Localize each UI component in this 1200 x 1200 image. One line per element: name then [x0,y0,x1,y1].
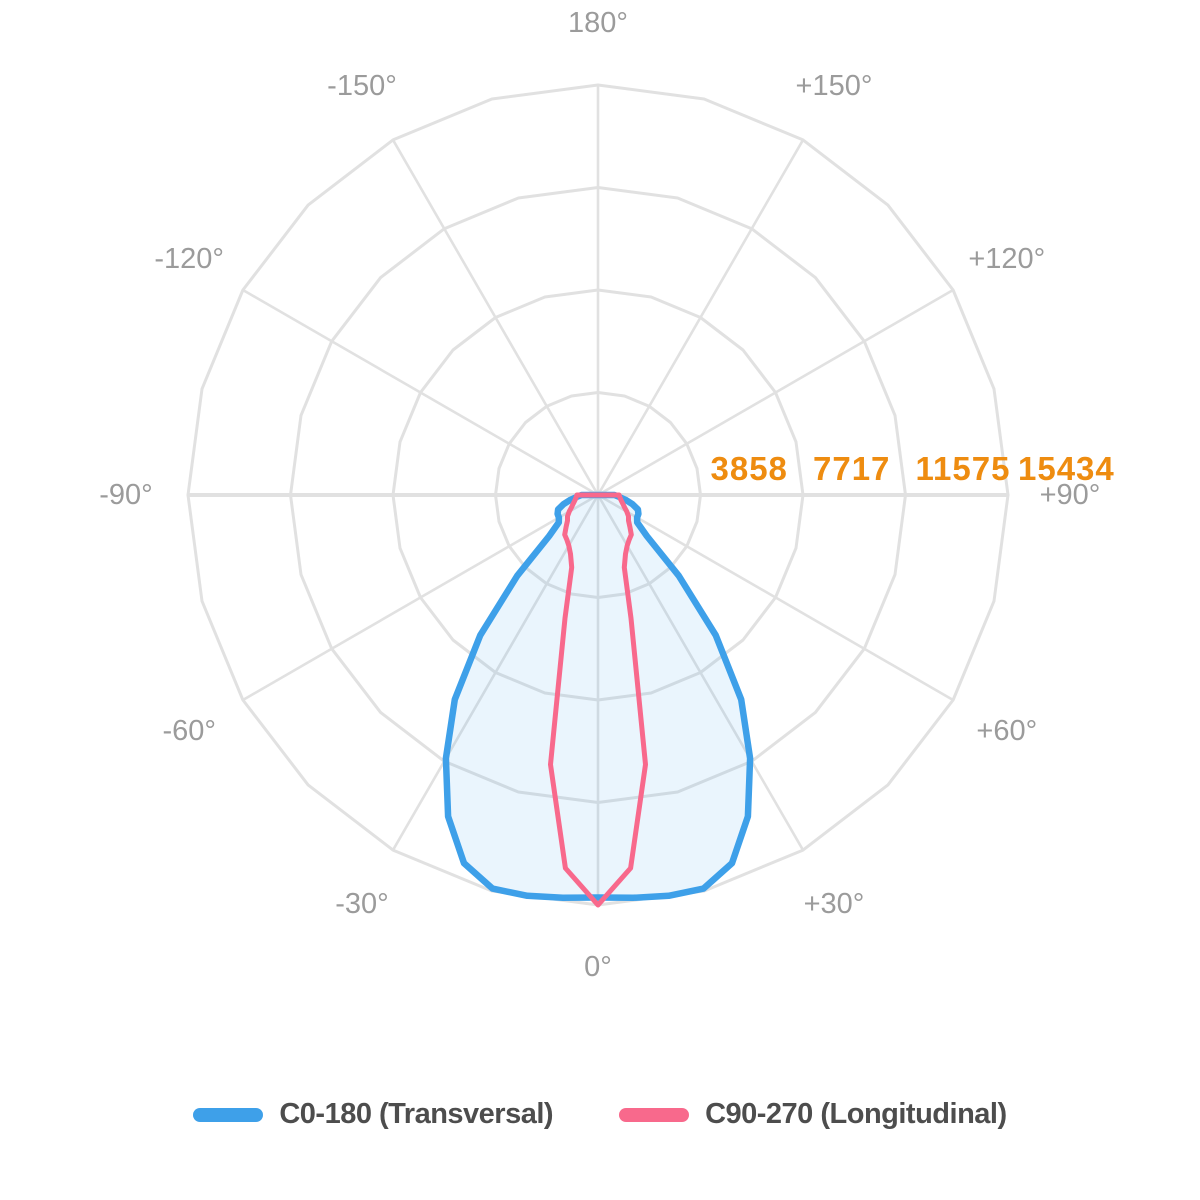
angle-label: -30° [335,888,389,920]
legend-item-c90-270[interactable]: C90-270 (Longitudinal) [619,1098,1007,1131]
grid-spoke [596,139,805,496]
legend-label-c90-270: C90-270 (Longitudinal) [705,1098,1007,1130]
angle-label: -60° [162,715,216,747]
angle-label: 0° [584,951,612,983]
grid-spoke [391,139,600,496]
series-curve-c90-270 [548,492,648,908]
angle-label: 180° [568,7,628,39]
radial-tick-label: 3858 [710,450,787,487]
series-curve-c0-180 [442,491,754,902]
angle-label: +120° [968,243,1045,275]
angle-label: +150° [796,70,873,102]
grid-spoke [242,288,599,497]
grid-spoke [597,288,954,497]
legend-item-c0-180[interactable]: C0-180 (Transversal) [193,1098,554,1131]
angle-label: -150° [327,70,397,102]
grid-spoke [242,493,599,702]
radial-tick-label: 7717 [813,450,890,487]
legend-swatch-c90-270 [619,1107,690,1122]
legend-swatch-c0-180 [193,1107,264,1122]
angle-label: +30° [804,888,865,920]
legend-label-c0-180: C0-180 (Transversal) [279,1098,554,1130]
radial-tick-label: 11575 [915,450,1010,487]
radial-tick-label: 15434 [1018,450,1115,487]
grid-spoke [391,494,600,851]
angle-label: +90° [1040,479,1101,511]
polar-chart-canvas: 3858 7717 11575 15434 0° +30° +60° +90° +120° +15… [99,7,1115,983]
series-fill-0 [445,495,751,898]
chart-legend: C0-180 (Transversal) C90-270 (Longitudin… [0,1098,1200,1131]
angle-label: -90° [99,479,153,511]
grid-spoke [597,493,954,702]
angle-label: -120° [154,243,224,275]
angle-label: +60° [976,715,1037,747]
grid-spoke [596,494,805,851]
